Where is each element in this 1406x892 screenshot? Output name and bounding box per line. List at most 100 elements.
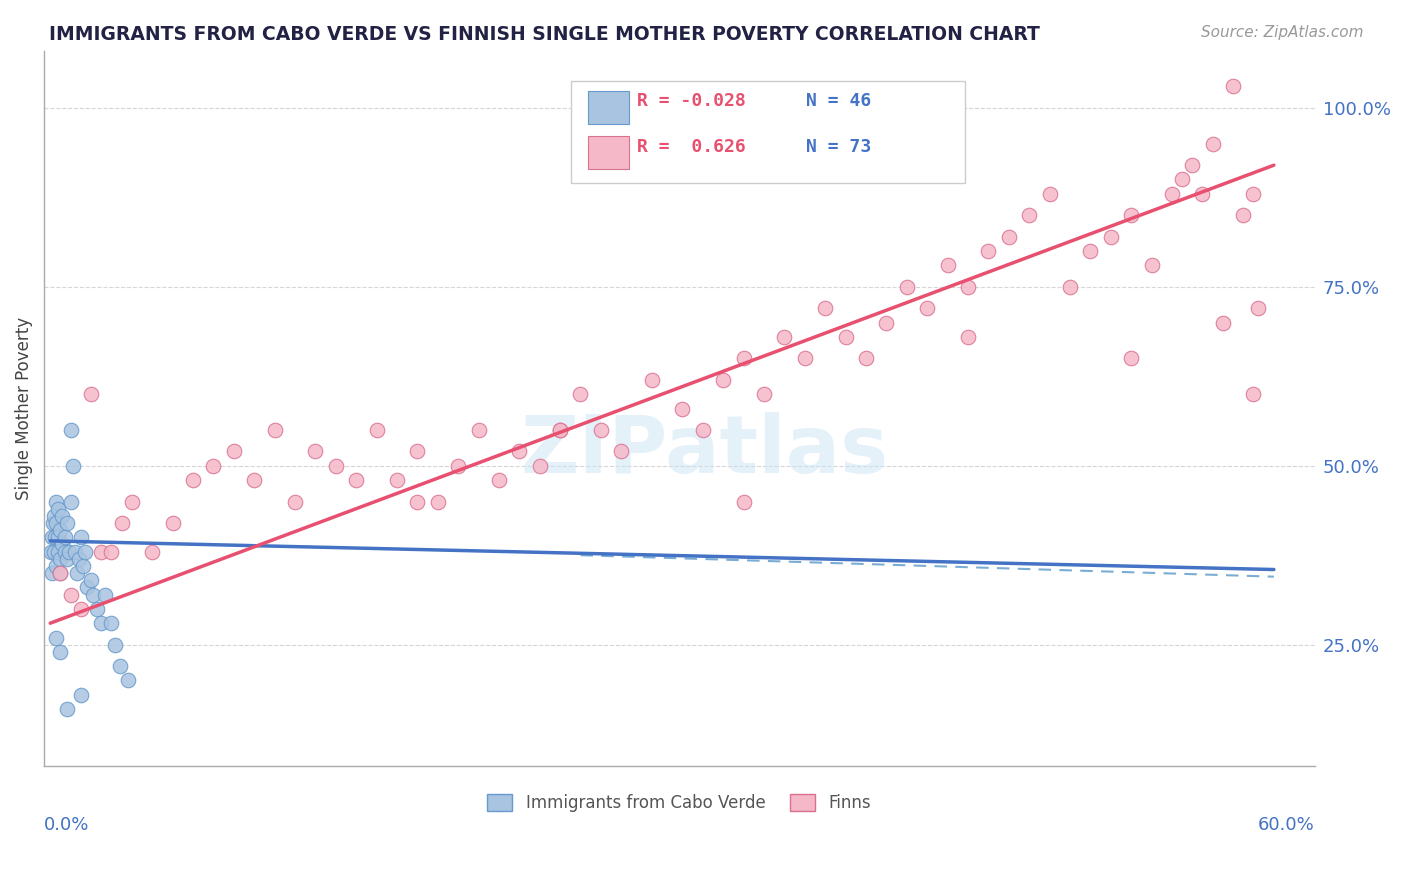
Point <box>73 544 96 558</box>
Point <box>49 523 72 537</box>
Point <box>855 351 877 366</box>
Point <box>45 494 67 508</box>
Point <box>997 229 1019 244</box>
Point <box>1171 172 1194 186</box>
Point <box>110 516 132 530</box>
Point <box>1202 136 1225 151</box>
Point <box>55 516 77 530</box>
Point <box>1181 158 1204 172</box>
Point <box>711 373 734 387</box>
Point <box>447 458 470 473</box>
Point <box>80 387 103 401</box>
Point <box>49 551 72 566</box>
Point <box>59 588 82 602</box>
Point <box>49 566 72 580</box>
Point <box>610 444 633 458</box>
Point <box>44 530 66 544</box>
Text: 0.0%: 0.0% <box>44 816 90 834</box>
Point <box>58 544 80 558</box>
Point <box>45 558 67 573</box>
Point <box>814 301 837 316</box>
Point <box>1059 280 1081 294</box>
Point <box>51 508 73 523</box>
Point <box>977 244 1000 258</box>
Point <box>875 316 897 330</box>
Point <box>55 702 77 716</box>
Point <box>385 473 408 487</box>
Point <box>100 616 122 631</box>
FancyBboxPatch shape <box>571 81 966 183</box>
Point <box>94 588 117 602</box>
Point <box>1161 186 1184 201</box>
Text: 60.0%: 60.0% <box>1258 816 1315 834</box>
Point <box>51 537 73 551</box>
Point <box>90 544 112 558</box>
Point <box>1243 186 1265 201</box>
Point <box>44 508 66 523</box>
Point <box>1119 208 1142 222</box>
Point <box>671 401 693 416</box>
Point <box>508 444 530 458</box>
Point <box>1191 186 1213 201</box>
Point <box>426 494 449 508</box>
Point <box>141 544 163 558</box>
Point <box>896 280 918 294</box>
Point <box>53 530 76 544</box>
Point <box>41 566 63 580</box>
Point <box>202 458 225 473</box>
FancyBboxPatch shape <box>588 91 628 124</box>
Point <box>548 423 571 437</box>
Point <box>69 602 91 616</box>
Point <box>42 516 65 530</box>
Point <box>1140 259 1163 273</box>
Point <box>1212 316 1234 330</box>
Point <box>366 423 388 437</box>
Point <box>44 544 66 558</box>
Point <box>589 423 612 437</box>
Point <box>467 423 489 437</box>
Point <box>956 280 979 294</box>
Point <box>66 566 89 580</box>
Point <box>1038 186 1060 201</box>
Point <box>284 494 307 508</box>
Point <box>752 387 775 401</box>
Point <box>834 330 856 344</box>
Point <box>692 423 714 437</box>
Text: N = 73: N = 73 <box>807 138 872 156</box>
Text: ZIPatlas: ZIPatlas <box>520 412 889 491</box>
Point <box>406 494 429 508</box>
Point <box>1018 208 1040 222</box>
Point <box>548 423 571 437</box>
Point <box>344 473 367 487</box>
Point <box>304 444 326 458</box>
Y-axis label: Single Mother Poverty: Single Mother Poverty <box>15 317 32 500</box>
Point <box>733 351 755 366</box>
Text: Source: ZipAtlas.com: Source: ZipAtlas.com <box>1201 25 1364 40</box>
Text: R =  0.626: R = 0.626 <box>637 138 747 156</box>
Point <box>936 259 959 273</box>
Point <box>162 516 184 530</box>
Point <box>117 673 139 688</box>
Point <box>72 558 94 573</box>
Text: IMMIGRANTS FROM CABO VERDE VS FINNISH SINGLE MOTHER POVERTY CORRELATION CHART: IMMIGRANTS FROM CABO VERDE VS FINNISH SI… <box>49 25 1040 44</box>
Point <box>222 444 245 458</box>
Point <box>773 330 796 344</box>
Text: N = 46: N = 46 <box>807 93 872 111</box>
Point <box>53 544 76 558</box>
Point <box>80 574 103 588</box>
Point <box>86 602 108 616</box>
Point <box>69 530 91 544</box>
Point <box>55 551 77 566</box>
Point <box>121 494 143 508</box>
Point <box>59 494 82 508</box>
Point <box>69 688 91 702</box>
Point <box>1222 79 1244 94</box>
Point <box>48 501 70 516</box>
Point <box>59 423 82 437</box>
FancyBboxPatch shape <box>588 136 628 169</box>
Point <box>181 473 204 487</box>
Point <box>1078 244 1101 258</box>
Point <box>48 544 70 558</box>
Point <box>49 645 72 659</box>
Point <box>915 301 938 316</box>
